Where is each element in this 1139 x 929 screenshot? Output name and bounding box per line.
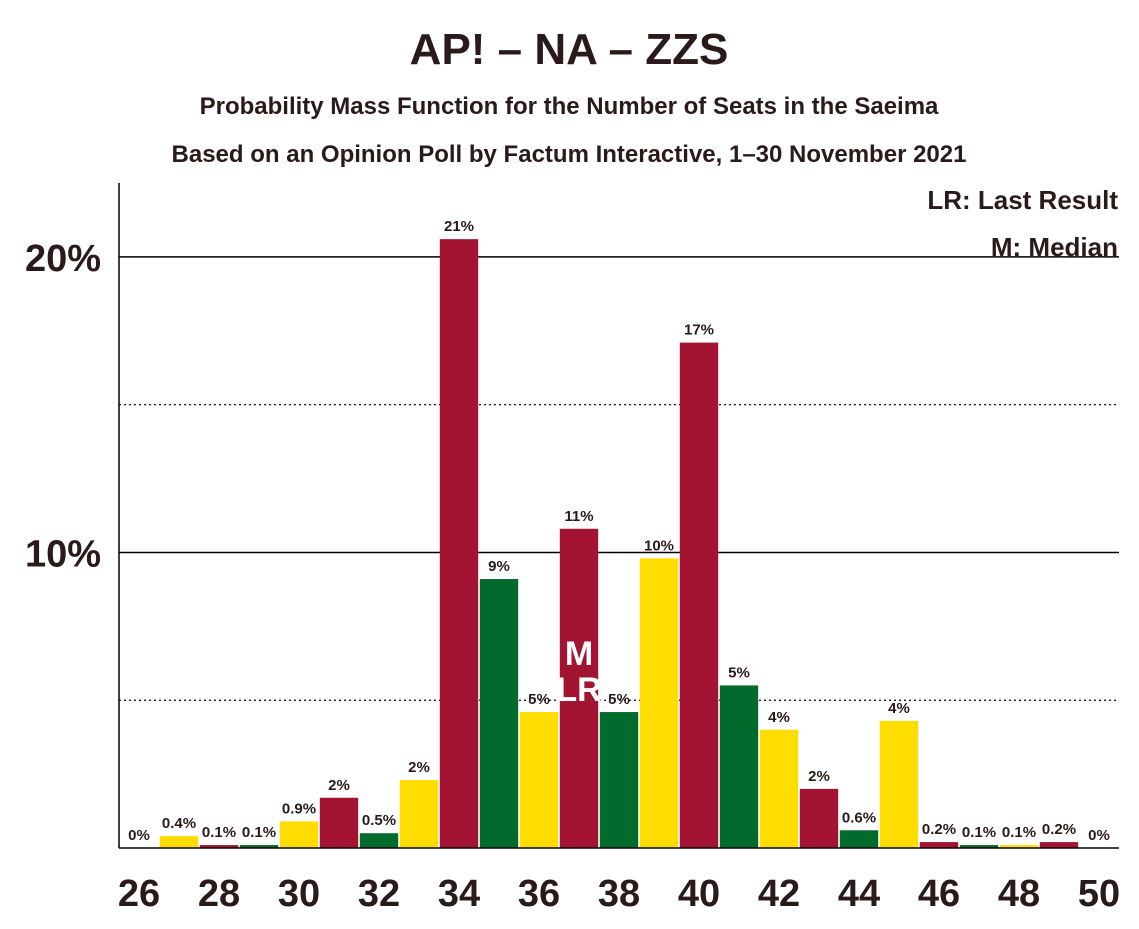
bar [879, 720, 919, 848]
data-label: 0.4% [162, 815, 196, 832]
data-label: 5% [528, 691, 550, 708]
x-tick-label: 30 [278, 873, 320, 915]
bar [759, 729, 799, 848]
bar [439, 239, 479, 849]
chart-subtitle: Based on an Opinion Poll by Factum Inter… [172, 141, 967, 168]
last-result-marker: LR [556, 671, 601, 709]
x-tick-label: 46 [918, 873, 960, 915]
bar [799, 788, 839, 848]
data-label: 21% [444, 218, 474, 235]
bar [519, 712, 559, 848]
y-tick-label: 20% [25, 238, 101, 280]
data-label: 0.1% [962, 824, 996, 841]
bar [719, 685, 759, 848]
bar [479, 579, 519, 848]
x-tick-label: 44 [838, 873, 880, 915]
data-label: 0% [1088, 827, 1110, 844]
bar [919, 842, 959, 848]
bar [199, 845, 239, 848]
data-label: 0.9% [282, 800, 316, 817]
chart-title: AP! – NA – ZZS [410, 25, 729, 74]
chart-subtitle: Probability Mass Function for the Number… [200, 93, 939, 120]
x-tick-label: 38 [598, 873, 640, 915]
data-label: 0.1% [202, 824, 236, 841]
data-label: 0.2% [1042, 821, 1076, 838]
data-label: 2% [328, 777, 350, 794]
data-label: 5% [608, 691, 630, 708]
data-label: 9% [488, 558, 510, 575]
bar [959, 845, 999, 848]
data-label: 2% [408, 759, 430, 776]
bar [279, 821, 319, 848]
data-label: 0.1% [1002, 824, 1036, 841]
x-tick-label: 42 [758, 873, 800, 915]
x-tick-label: 28 [198, 873, 240, 915]
x-tick-label: 40 [678, 873, 720, 915]
bar [599, 712, 639, 848]
data-label: 0% [128, 827, 150, 844]
y-tick-label: 10% [25, 533, 101, 575]
legend-entry: LR: Last Result [927, 185, 1118, 215]
bar [639, 558, 679, 848]
x-tick-label: 36 [518, 873, 560, 915]
data-label: 17% [684, 322, 714, 339]
bar [239, 845, 279, 848]
data-label: 0.5% [362, 812, 396, 829]
x-tick-label: 26 [118, 873, 160, 915]
data-label: 5% [728, 664, 750, 681]
bar [559, 528, 599, 848]
bar [679, 342, 719, 848]
data-label: 11% [564, 508, 593, 525]
bar [839, 830, 879, 848]
x-tick-label: 32 [358, 873, 400, 915]
bar [1039, 842, 1079, 848]
data-label: 4% [768, 709, 790, 726]
x-tick-label: 50 [1078, 873, 1120, 915]
data-label: 4% [888, 700, 910, 717]
data-label: 10% [644, 537, 674, 554]
data-label: 0.6% [842, 809, 876, 826]
x-tick-label: 48 [998, 873, 1040, 915]
bar [399, 780, 439, 848]
median-marker: M [565, 635, 593, 673]
data-label: 2% [808, 768, 830, 785]
data-label: 0.1% [242, 824, 276, 841]
bar [319, 797, 359, 848]
x-tick-label: 34 [438, 873, 480, 915]
data-label: 0.2% [922, 821, 956, 838]
bar [159, 836, 199, 848]
bar [359, 833, 399, 848]
bar [999, 845, 1039, 848]
